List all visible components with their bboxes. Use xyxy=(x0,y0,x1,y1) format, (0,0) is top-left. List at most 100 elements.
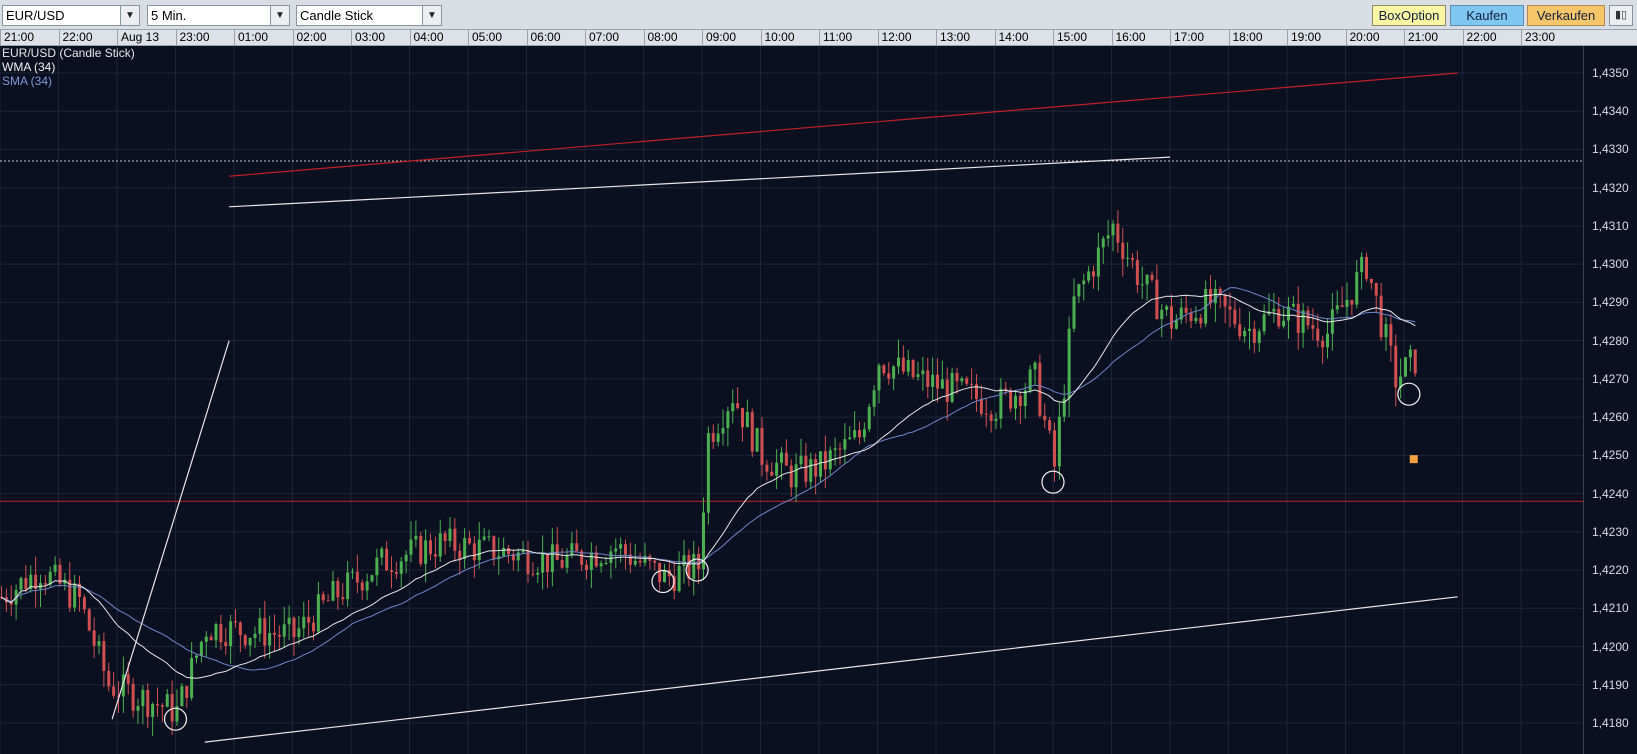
candle-body xyxy=(1384,324,1388,338)
candle-body xyxy=(536,572,540,575)
candle-body xyxy=(355,571,359,583)
chevron-down-icon[interactable]: ▼ xyxy=(422,6,441,25)
candle-body xyxy=(765,464,769,472)
candle-body xyxy=(1199,317,1203,324)
candle-body xyxy=(989,414,993,421)
candle-body xyxy=(1150,274,1154,280)
sma-line xyxy=(1,287,1416,671)
sell-button[interactable]: Verkaufen xyxy=(1527,5,1605,26)
candle-body xyxy=(448,528,452,541)
candle-body xyxy=(209,636,213,641)
candle-body xyxy=(1257,331,1261,343)
candle-body xyxy=(731,403,735,412)
candle-body xyxy=(1131,257,1134,260)
candle-body xyxy=(804,455,808,482)
candle-body xyxy=(1209,288,1212,304)
candle-body xyxy=(121,674,125,697)
candle-body xyxy=(706,433,710,513)
candle-body xyxy=(146,689,150,718)
price-tick-label: 1,4330 xyxy=(1592,142,1629,157)
time-tick-label: 21:00 xyxy=(0,30,34,45)
candle-body xyxy=(565,555,569,568)
candle-body xyxy=(229,621,233,647)
candle-body xyxy=(1121,242,1125,259)
panel-toggle-icon[interactable]: ▮▯ xyxy=(1609,5,1633,26)
candle-body xyxy=(1072,296,1076,329)
buy-button[interactable]: Kaufen xyxy=(1450,5,1524,26)
price-tick-label: 1,4340 xyxy=(1592,104,1629,119)
candle-body xyxy=(472,543,476,561)
candle-body xyxy=(53,564,57,572)
candle-body xyxy=(726,411,730,429)
candle-body xyxy=(897,357,900,367)
price-tick-label: 1,4300 xyxy=(1592,257,1629,272)
candle-body xyxy=(711,433,715,442)
candle-body xyxy=(102,641,106,671)
candle-body xyxy=(316,594,320,632)
candle-body xyxy=(1116,223,1120,243)
candle-body xyxy=(1057,416,1061,467)
trendline xyxy=(229,156,1171,208)
candle-body xyxy=(1111,223,1115,236)
box-option-button[interactable]: BoxOption xyxy=(1372,5,1446,26)
candle-body xyxy=(1243,330,1247,337)
candle-body xyxy=(809,459,813,482)
candle-body xyxy=(492,536,496,560)
time-tick-label: 10:00 xyxy=(760,30,795,45)
time-tick-label: 07:00 xyxy=(585,30,619,45)
candle-body xyxy=(180,686,184,707)
chevron-down-icon[interactable]: ▼ xyxy=(120,6,139,25)
candle-body xyxy=(1369,278,1373,283)
candle-body xyxy=(687,555,691,579)
candle-body xyxy=(1350,299,1354,305)
candle-body xyxy=(409,539,413,555)
interval-select[interactable]: 5 Min. ▼ xyxy=(147,5,290,26)
candle-body xyxy=(248,637,252,646)
chevron-down-icon[interactable]: ▼ xyxy=(270,6,289,25)
candle-body xyxy=(336,581,340,598)
candle-body xyxy=(277,634,281,637)
candle-body xyxy=(1038,362,1042,416)
time-axis: 21:00 22:00 Aug 13 23:00 01:00 02:00 03:00 04:0… xyxy=(0,30,1637,46)
candle-body xyxy=(238,622,242,636)
candle-body xyxy=(848,437,852,440)
candle-body xyxy=(394,572,398,574)
candle-body xyxy=(1043,415,1047,421)
candle-body xyxy=(550,544,554,572)
price-axis: 1,4350 1,4340 1,4330 1,4320 1,4310 1,4300 1,42… xyxy=(1583,46,1637,754)
chart-type-select[interactable]: Candle Stick ▼ xyxy=(296,5,442,26)
order-marker xyxy=(1409,455,1418,464)
candle-body xyxy=(828,450,832,470)
chart-type-value: Candle Stick xyxy=(300,8,373,23)
candle-body xyxy=(58,564,62,584)
candle-body xyxy=(1262,314,1266,332)
candle-body xyxy=(867,406,871,430)
candle-body xyxy=(1092,271,1095,277)
candle-body xyxy=(1213,288,1217,304)
time-tick-label: 20:00 xyxy=(1345,30,1380,45)
candle-body xyxy=(29,574,33,590)
candle-body xyxy=(1394,345,1398,388)
candle-body xyxy=(1053,430,1056,467)
price-tick-label: 1,4210 xyxy=(1592,601,1629,616)
legend-wma: WMA (34) xyxy=(2,60,56,74)
time-tick-label: 13:00 xyxy=(936,30,970,45)
candle-body xyxy=(994,418,998,421)
candle-body xyxy=(1004,388,1008,390)
candle-body xyxy=(1301,310,1305,333)
candle-body xyxy=(526,550,530,574)
candle-body xyxy=(984,413,988,415)
candle-body xyxy=(1228,306,1232,310)
price-tick-label: 1,4310 xyxy=(1592,218,1629,233)
symbol-select[interactable]: EUR/USD ▼ xyxy=(2,5,140,26)
candle-body xyxy=(1345,299,1349,307)
candle-body xyxy=(619,544,623,549)
candle-body xyxy=(321,594,325,601)
candle-body xyxy=(117,695,120,697)
time-tick-label: 08:00 xyxy=(643,30,678,45)
chart-legend: EUR/USD (Candle Stick) WMA (34) SMA (34) xyxy=(2,46,135,88)
price-chart[interactable] xyxy=(0,46,1583,754)
candle-body xyxy=(599,563,603,567)
candle-body xyxy=(784,452,788,466)
candle-body xyxy=(1096,247,1100,277)
